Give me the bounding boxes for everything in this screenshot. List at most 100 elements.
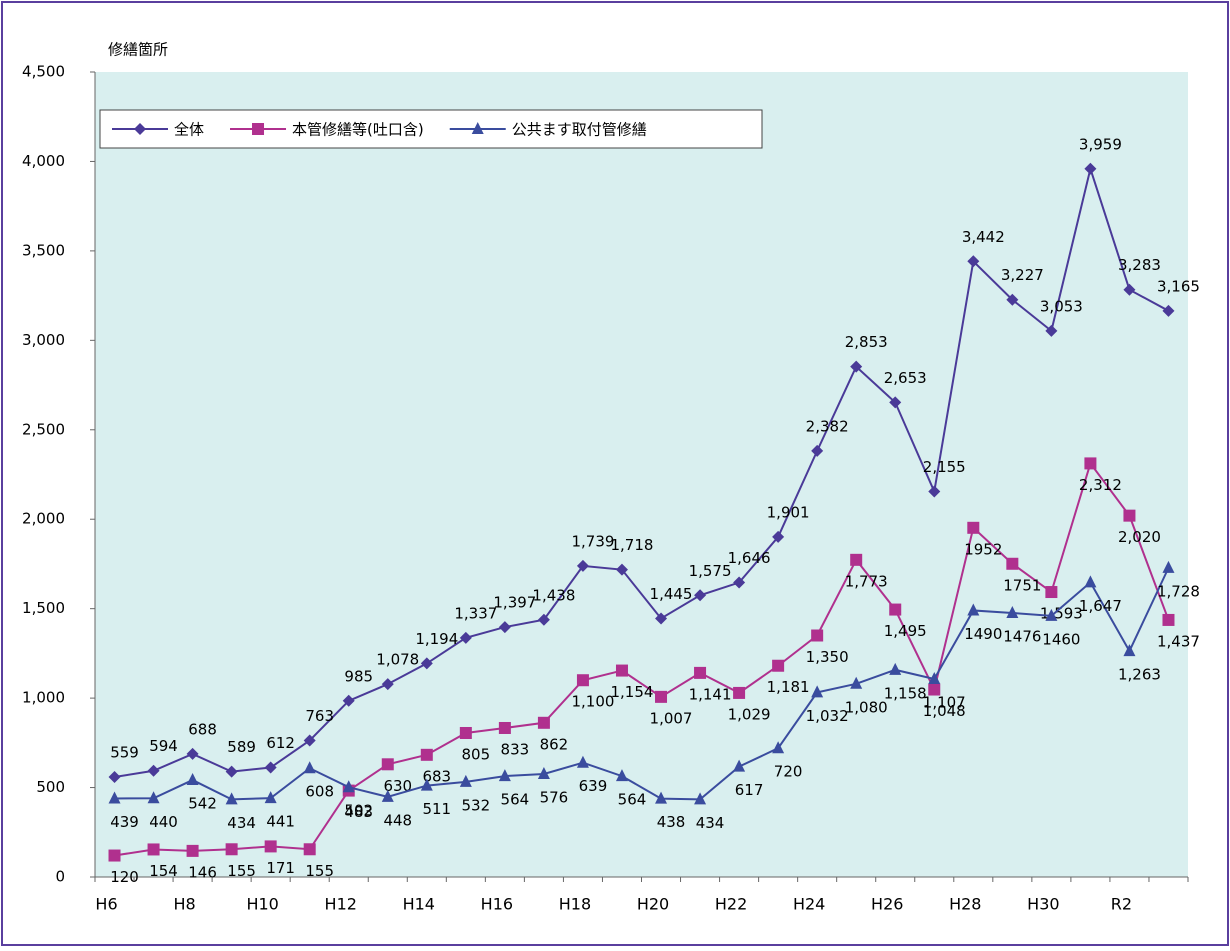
data-label: 146 xyxy=(188,863,217,881)
x-tick-label: H14 xyxy=(403,895,435,914)
point xyxy=(381,678,394,691)
x-tick-label: H30 xyxy=(1027,895,1059,914)
point xyxy=(264,761,277,774)
point xyxy=(655,612,668,625)
data-label: 532 xyxy=(462,796,491,814)
point xyxy=(615,664,628,677)
data-label: 542 xyxy=(188,795,217,813)
point xyxy=(108,771,121,784)
data-label: 155 xyxy=(227,862,256,880)
point xyxy=(967,255,980,268)
point xyxy=(186,747,199,760)
data-label: 805 xyxy=(462,745,491,763)
data-label: 589 xyxy=(227,738,256,756)
point xyxy=(420,657,433,670)
point xyxy=(694,589,707,602)
data-label: 862 xyxy=(540,735,569,753)
y-tick-label: 3,000 xyxy=(22,331,65,349)
data-label: 1,194 xyxy=(415,630,458,648)
point xyxy=(655,690,668,703)
point xyxy=(459,726,472,739)
data-label: 639 xyxy=(579,777,608,795)
y-tick-label: 1,500 xyxy=(22,599,65,617)
point xyxy=(1084,162,1097,175)
point xyxy=(342,780,355,793)
point xyxy=(850,360,863,373)
data-label: 1,181 xyxy=(767,678,810,696)
data-label: 439 xyxy=(110,813,139,831)
point xyxy=(1162,304,1175,317)
data-label: 1,739 xyxy=(571,532,614,550)
data-label: 1,397 xyxy=(493,594,536,612)
point xyxy=(576,674,589,687)
data-label: 155 xyxy=(305,862,334,880)
legend-marker xyxy=(252,123,265,135)
point xyxy=(1123,644,1136,657)
point xyxy=(381,758,394,771)
data-label: 1490 xyxy=(964,625,1002,643)
point xyxy=(459,774,472,787)
data-label: 1,445 xyxy=(650,585,693,603)
data-label: 1,495 xyxy=(884,622,927,640)
data-label: 1952 xyxy=(964,540,1002,558)
data-label: 2,853 xyxy=(845,333,888,351)
data-label: 1,350 xyxy=(806,648,849,666)
data-label: 448 xyxy=(383,811,412,829)
legend-marker xyxy=(471,122,484,134)
point xyxy=(889,396,902,409)
data-label: 1,901 xyxy=(767,503,810,521)
y-tick-label: 2,500 xyxy=(22,420,65,438)
y-tick-label: 1,000 xyxy=(22,689,65,707)
point xyxy=(303,843,316,856)
data-label: 1,032 xyxy=(806,707,849,725)
point xyxy=(889,662,902,675)
data-label: 1,078 xyxy=(376,651,419,669)
point xyxy=(1045,324,1058,337)
y-tick-label: 0 xyxy=(55,868,65,886)
point xyxy=(147,764,160,777)
point xyxy=(967,521,980,534)
data-label: 1,029 xyxy=(728,705,771,723)
point xyxy=(811,444,824,457)
data-label: 1,647 xyxy=(1079,597,1122,615)
point xyxy=(733,759,746,772)
point xyxy=(733,576,746,589)
data-label: 441 xyxy=(266,813,295,831)
point xyxy=(1084,575,1097,588)
data-label: 120 xyxy=(110,868,139,886)
point xyxy=(225,792,238,805)
data-label: 483 xyxy=(344,803,373,821)
point xyxy=(537,766,550,779)
x-tick-label: H10 xyxy=(246,895,278,914)
point xyxy=(1123,283,1136,296)
point xyxy=(537,716,550,729)
point xyxy=(967,603,980,616)
y-tick-label: 4,500 xyxy=(22,63,65,81)
data-label: 1751 xyxy=(1003,576,1041,594)
x-tick-label: H24 xyxy=(793,895,825,914)
data-label: 3,165 xyxy=(1157,277,1200,295)
data-label: 1,080 xyxy=(845,698,888,716)
x-tick-label: H16 xyxy=(481,895,513,914)
point xyxy=(1006,605,1019,618)
legend-label: 本管修繕等(吐口含) xyxy=(292,121,424,139)
point xyxy=(889,603,902,616)
data-label: 154 xyxy=(149,862,178,880)
point xyxy=(615,769,628,782)
data-label: 559 xyxy=(110,744,139,762)
point xyxy=(1084,457,1097,470)
data-label: 1,438 xyxy=(532,586,575,604)
y-axis-label: 修繕箇所 xyxy=(108,41,168,59)
data-label: 763 xyxy=(305,707,334,725)
data-label: 511 xyxy=(422,800,451,818)
point xyxy=(498,721,511,734)
point xyxy=(381,789,394,802)
point xyxy=(264,840,277,853)
data-label: 1476 xyxy=(1003,627,1041,645)
data-label: 564 xyxy=(501,791,530,809)
x-tick-label: H20 xyxy=(637,895,669,914)
data-label: 1,107 xyxy=(923,693,966,711)
x-tick-label: H28 xyxy=(949,895,981,914)
point xyxy=(694,666,707,679)
point xyxy=(576,755,589,768)
